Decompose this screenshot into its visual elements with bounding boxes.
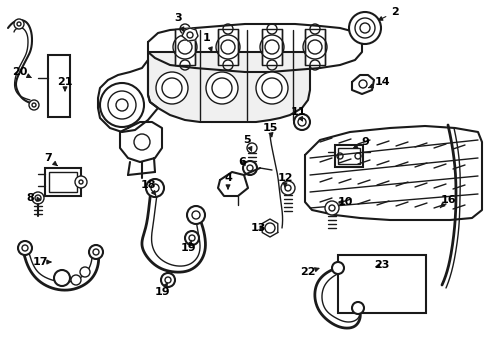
Text: 9: 9 (353, 137, 368, 148)
Text: 23: 23 (373, 260, 389, 270)
Circle shape (243, 161, 257, 175)
Bar (175, 29, 195, 65)
Text: 20: 20 (12, 67, 31, 77)
Text: 19: 19 (154, 283, 169, 297)
Circle shape (281, 181, 294, 195)
Bar (48, 55, 70, 117)
Text: 1: 1 (203, 33, 212, 51)
Circle shape (184, 231, 199, 245)
Circle shape (75, 176, 87, 188)
Circle shape (348, 12, 380, 44)
Text: 16: 16 (439, 195, 455, 208)
Circle shape (186, 206, 204, 224)
Polygon shape (262, 219, 277, 237)
Circle shape (71, 275, 81, 285)
Polygon shape (148, 52, 309, 122)
Bar (337, 255, 425, 313)
Bar (305, 29, 325, 65)
Text: 21: 21 (57, 77, 73, 91)
Circle shape (32, 192, 44, 204)
Polygon shape (182, 28, 198, 41)
Bar (49, 172, 77, 192)
Circle shape (351, 302, 363, 314)
Text: 5: 5 (243, 135, 251, 151)
Text: 6: 6 (238, 157, 245, 167)
Text: 19: 19 (180, 240, 195, 253)
Circle shape (156, 72, 187, 104)
Bar (334, 145, 362, 167)
Circle shape (29, 100, 39, 110)
Text: 7: 7 (44, 153, 57, 166)
Bar (45, 168, 81, 196)
Circle shape (293, 114, 309, 130)
Polygon shape (218, 172, 247, 196)
Bar (218, 29, 238, 65)
Text: 8: 8 (26, 193, 41, 203)
Text: 17: 17 (32, 257, 51, 267)
Polygon shape (351, 75, 373, 94)
Text: 15: 15 (262, 123, 277, 137)
Text: 14: 14 (368, 77, 389, 88)
Polygon shape (305, 126, 481, 220)
Circle shape (246, 143, 257, 153)
Text: 12: 12 (277, 173, 292, 187)
Circle shape (331, 262, 343, 274)
Circle shape (18, 241, 32, 255)
Text: 13: 13 (250, 223, 265, 233)
Circle shape (100, 83, 143, 127)
Text: 22: 22 (300, 267, 318, 277)
Polygon shape (120, 122, 162, 162)
Circle shape (54, 270, 70, 286)
Circle shape (325, 201, 338, 215)
Bar (337, 148, 359, 164)
Text: 2: 2 (378, 7, 398, 20)
Circle shape (80, 267, 90, 277)
Polygon shape (148, 24, 361, 72)
Circle shape (89, 245, 103, 259)
Polygon shape (98, 60, 158, 132)
Text: 4: 4 (224, 173, 231, 189)
Circle shape (146, 179, 163, 197)
Circle shape (205, 72, 238, 104)
Text: 18: 18 (140, 180, 156, 195)
Circle shape (256, 72, 287, 104)
Text: 3: 3 (174, 13, 183, 31)
Text: 10: 10 (337, 197, 352, 207)
Circle shape (161, 273, 175, 287)
Bar (262, 29, 282, 65)
Circle shape (14, 19, 24, 29)
Text: 11: 11 (290, 107, 305, 121)
